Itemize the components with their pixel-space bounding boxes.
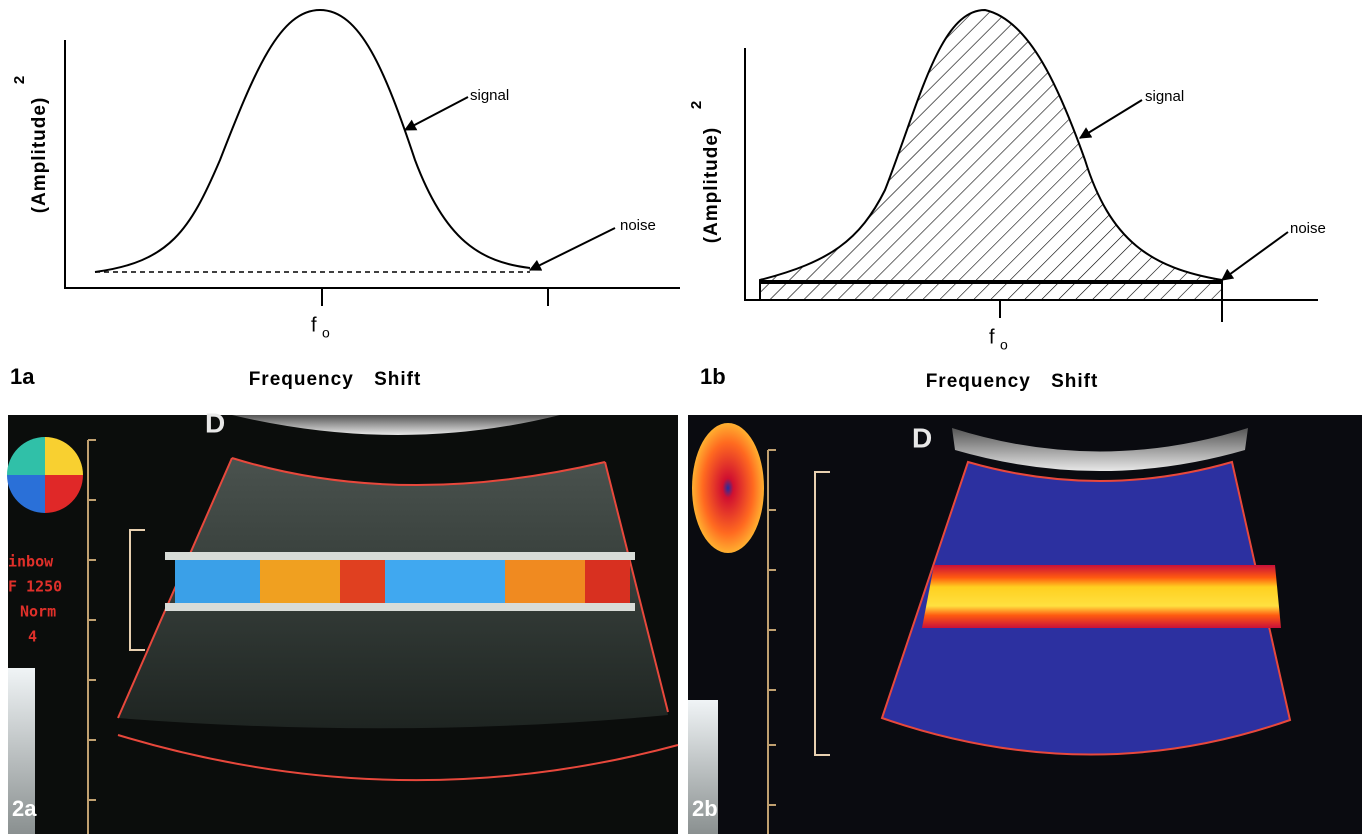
setting: 4 (28, 628, 37, 646)
signal-curve (94, 8, 531, 273)
setting: Norm (20, 603, 56, 621)
figure-1b: (Amplitude) 2 signal noise f o 1b Freque… (688, 8, 1326, 392)
flow-orange (505, 560, 585, 603)
axes (64, 40, 680, 289)
flow-band (922, 565, 1281, 628)
x-tick-subscript: o (322, 325, 330, 341)
vessel-wall (165, 603, 635, 611)
arrow (1078, 99, 1143, 139)
panel-label: 1a (10, 364, 35, 389)
vessel-wall (165, 552, 635, 560)
setting: inbow (8, 553, 54, 571)
y-label-exponent: 2 (688, 101, 705, 109)
panel-label: 2a (12, 796, 37, 821)
color-map (692, 423, 764, 553)
figure-2a: D inbow F 1250 Norm 4 2a (7, 407, 679, 834)
arrow (1221, 231, 1289, 281)
x-label: Frequency Shift (926, 371, 1099, 392)
probe (952, 428, 1248, 471)
marker: D (205, 407, 225, 438)
annotation: signal (470, 87, 509, 104)
color-wheel (7, 437, 83, 513)
depth-scale (87, 439, 96, 834)
marker: D (912, 422, 932, 453)
figure-2b: D 2b (688, 415, 1362, 834)
x-tick-label: f (311, 314, 317, 336)
setting: F 1250 (8, 578, 62, 596)
axes (744, 48, 1318, 301)
x-tick-subscript: o (1000, 337, 1008, 353)
y-label: (Amplitude) (29, 97, 50, 214)
panel-label: 2b (692, 796, 718, 821)
flow-blue (385, 560, 505, 603)
y-label: (Amplitude) (701, 127, 722, 244)
gray-bar (8, 668, 35, 834)
annotation: noise (620, 217, 656, 234)
depth-scale (767, 449, 776, 834)
arrow (403, 96, 469, 131)
flow-red (340, 560, 385, 603)
signal-area (759, 8, 1223, 301)
flow-red (585, 560, 630, 603)
gray-bar (688, 700, 718, 834)
gate-bracket (129, 529, 145, 651)
x-tick-label: f (989, 326, 995, 348)
gate-bracket (814, 471, 830, 756)
arrow (528, 227, 616, 271)
flow-blue (175, 560, 260, 603)
figure-1a: (Amplitude) 2 signal noise f o 1a Freque… (10, 8, 680, 390)
flow-orange (260, 560, 340, 603)
annotation: signal (1145, 88, 1184, 105)
probe (232, 415, 560, 435)
annotation: noise (1290, 220, 1326, 237)
panel-label: 1b (700, 364, 726, 389)
y-label-exponent: 2 (11, 76, 28, 84)
x-label: Frequency Shift (249, 369, 422, 390)
